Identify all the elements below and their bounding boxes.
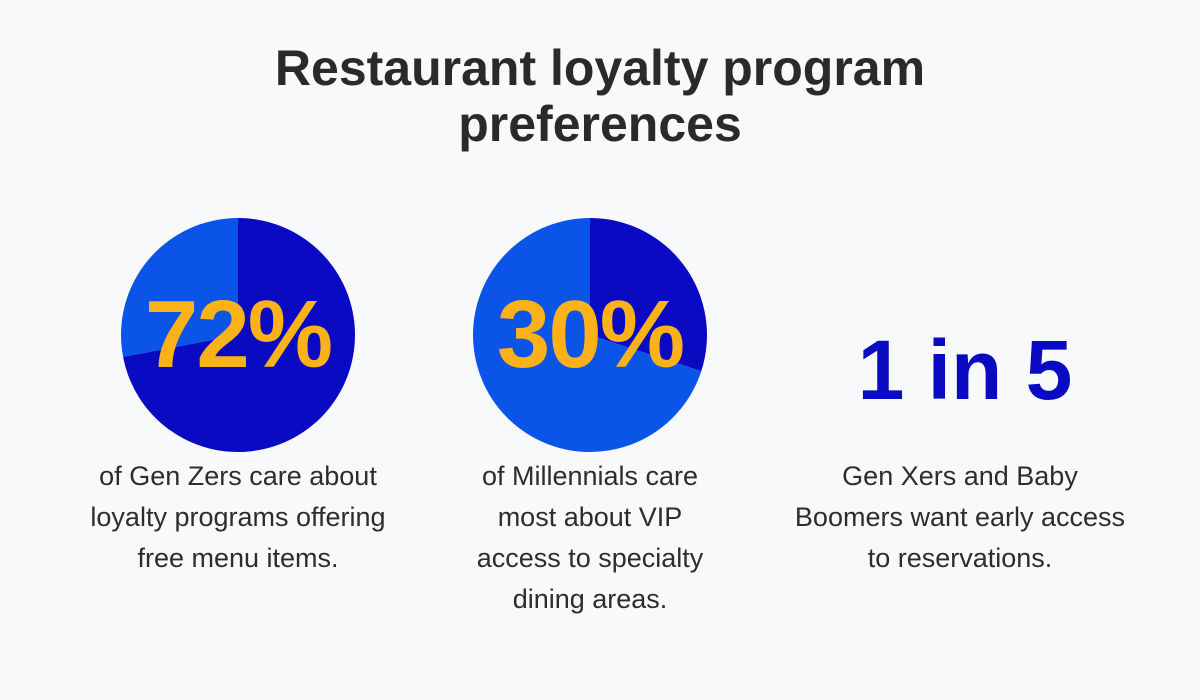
caption-line: dining areas. [512,584,668,614]
pie-slice-millennials-1 [472,218,702,452]
stat-value-millennials: 30% [496,281,685,388]
pie-svg-gen-z [120,218,355,452]
pie-chart-millennials: 30% [470,215,710,455]
caption-line: Boomers want early access [794,502,1126,532]
caption-millennials: of Millennials care most about VIP acces… [410,456,770,620]
caption-line: of Millennials care [481,461,699,491]
caption-line: free menu items. [137,543,339,573]
caption-line: most about VIP [497,502,683,532]
pie-chart-gen-z: 72% [118,215,358,455]
chart-title-line-1: Restaurant loyalty program [274,40,926,96]
caption-line: loyalty programs offering [90,502,386,532]
caption-gen-x-boomers: Gen Xers and Baby Boomers want early acc… [780,456,1140,579]
pie-slice-gen-z-1 [120,218,238,357]
stat-value-gen-z: 72% [144,281,333,388]
chart-title: Restaurant loyalty program preferences [0,40,1200,152]
pie-slice-millennials-0 [590,218,707,372]
pie-slice-gen-z-0 [123,218,355,452]
caption-gen-z: of Gen Zers care about loyalty programs … [58,456,418,579]
caption-line: to reservations. [867,543,1053,573]
pie-svg-millennials [472,218,707,452]
caption-line: access to specialty [476,543,704,573]
stat-value-gen-x-boomers: 1 in 5 [857,323,1073,417]
chart-title-line-2: preferences [458,96,742,152]
caption-line: of Gen Zers care about [99,461,377,491]
caption-line: Gen Xers and Baby [842,461,1078,491]
